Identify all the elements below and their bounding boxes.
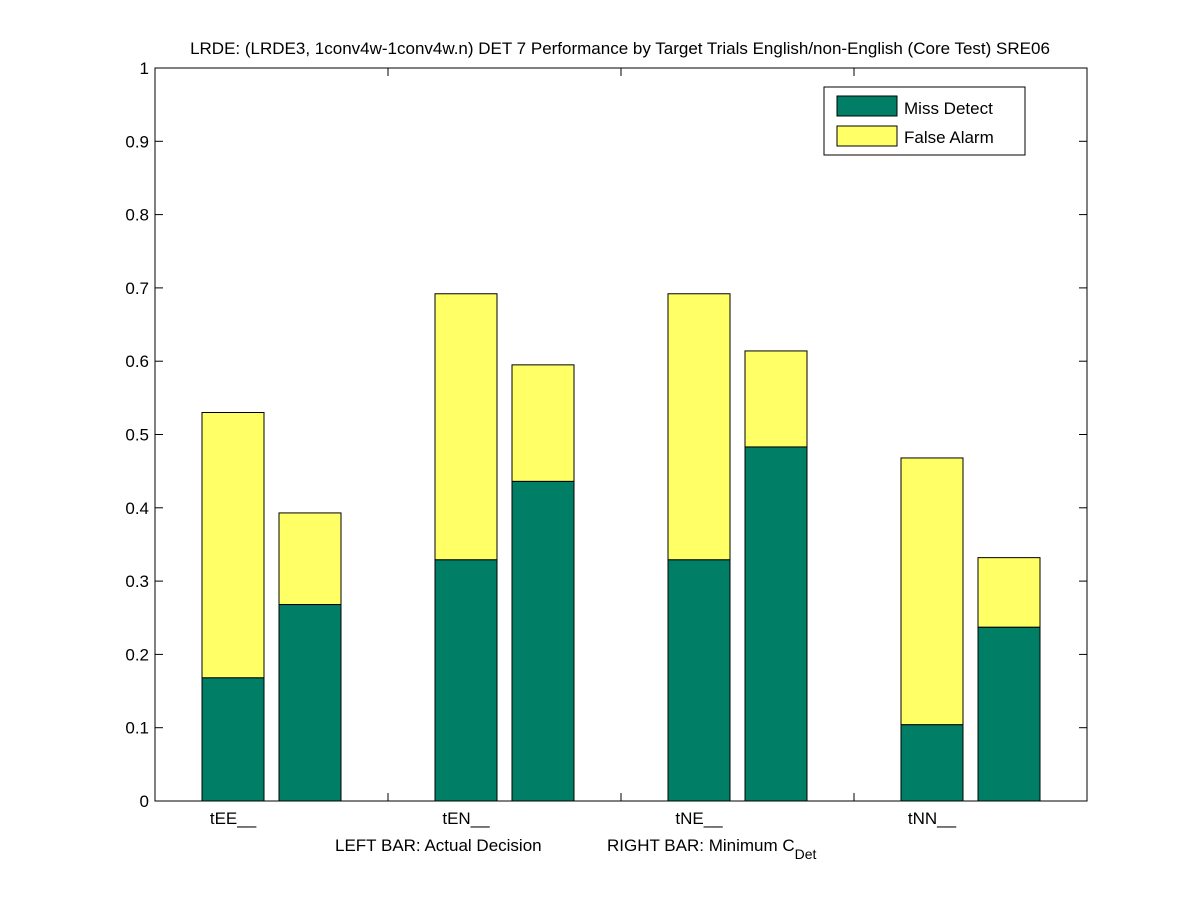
x-tick-label: tEN__ [442,809,490,828]
y-tick-label: 0.1 [125,719,149,738]
bar-false-alarm-tnn-right [977,557,1041,628]
y-tick-label: 0.9 [125,132,149,151]
x-axis-label-right-subscript: Det [795,846,817,862]
bar-miss-detect-ten-right [511,480,575,802]
y-tick-label: 0.7 [125,279,149,298]
bar-miss-detect-tne-left [667,559,731,802]
bar-false-alarm-tee-right [278,512,342,606]
y-tick-label: 0 [140,792,149,811]
bar-false-alarm-tnn-left [900,457,964,726]
x-tick-label: tNE__ [675,809,723,828]
bar-false-alarm-ten-right [511,364,575,482]
x-tick-label: tNN__ [908,809,957,828]
axes-group: 0 0.1 0.2 0.3 0.4 0.5 0.6 0.7 0.8 0.9 1 tEE__ tEN__ t… [125,59,1088,828]
x-tick-label: tEE__ [210,809,257,828]
y-tick-label: 0.8 [125,206,149,225]
y-tick-label: 0.5 [125,426,149,445]
legend-swatch-miss-detect [836,95,898,117]
y-tick-label: 0.2 [125,645,149,664]
y-tick-label: 1 [140,59,149,78]
legend-label-false-alarm: False Alarm [904,128,994,147]
bar-miss-detect-tee-left [201,677,265,802]
bar-miss-detect-tee-right [278,604,342,802]
bar-miss-detect-tne-right [744,446,808,802]
bar-false-alarm-tne-right [744,350,808,448]
legend: Miss Detect False Alarm [823,86,1026,156]
legend-label-miss-detect: Miss Detect [904,99,993,118]
x-axis-label-right-main: RIGHT BAR: Minimum C [607,836,795,855]
bar-miss-detect-tnn-left [900,724,964,802]
y-tick-label: 0.3 [125,572,149,591]
chart-title: LRDE: (LRDE3, 1conv4w-1conv4w.n) DET 7 P… [190,39,1050,58]
bar-false-alarm-ten-left [434,293,498,561]
legend-swatch-false-alarm [836,125,898,147]
y-tick-label: 0.4 [125,499,149,518]
y-tick-label: 0.6 [125,352,149,371]
bar-miss-detect-tnn-right [977,626,1041,802]
x-axis-label-left: LEFT BAR: Actual Decision [335,836,542,855]
x-axis-label-right: RIGHT BAR: Minimum CDet [607,836,817,862]
bar-miss-detect-ten-left [434,559,498,802]
bars-group [201,293,1041,802]
bar-false-alarm-tne-left [667,293,731,561]
bar-false-alarm-tee-left [201,412,265,679]
